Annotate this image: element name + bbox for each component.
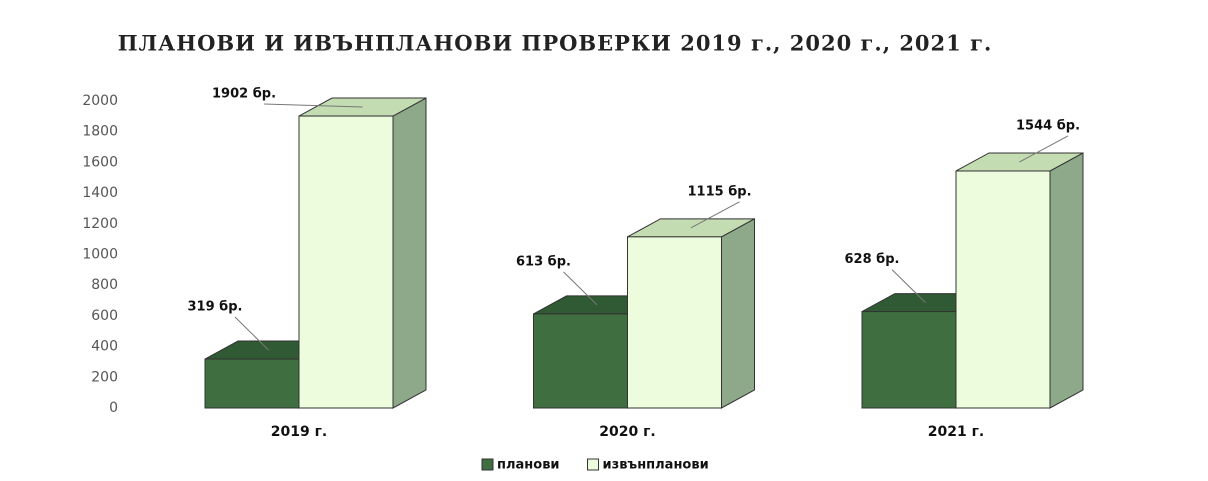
bar <box>204 358 300 409</box>
y-tick-label: 400 <box>91 339 118 355</box>
y-tick-label: 1000 <box>82 247 118 263</box>
bar <box>533 313 628 409</box>
chart-title: ПЛАНОВИ И ИВЪНПЛАНОВИ ПРОВЕРКИ 2019 г., … <box>118 31 993 56</box>
x-tick-label: 2021 г. <box>928 424 984 440</box>
value-label: 319 бр. <box>188 300 243 315</box>
leader-line <box>1019 135 1069 163</box>
value-label: 1544 бр. <box>1016 118 1080 133</box>
y-tick-label: 1600 <box>82 154 118 170</box>
x-tick-label: 2019 г. <box>271 424 327 440</box>
leader-line <box>891 269 926 303</box>
leader-line <box>234 316 269 351</box>
bar-side <box>392 97 427 409</box>
bar-side <box>721 218 755 409</box>
y-tick-label: 2000 <box>82 93 118 109</box>
y-tick-label: 1200 <box>82 216 118 232</box>
legend-swatch <box>481 458 494 471</box>
bar <box>861 311 957 409</box>
y-tick-label: 0 <box>109 400 118 416</box>
legend-label: извънпланови <box>603 458 709 473</box>
bar <box>627 236 722 409</box>
x-tick-label: 2020 г. <box>599 424 655 440</box>
leader-line <box>690 201 740 229</box>
bar <box>955 170 1051 409</box>
y-tick-label: 600 <box>91 308 118 324</box>
leader-line <box>563 271 598 306</box>
leader-line <box>263 103 363 108</box>
value-label: 628 бр. <box>845 252 900 267</box>
bar <box>298 115 394 409</box>
value-label: 613 бр. <box>516 254 571 269</box>
y-tick-label: 800 <box>91 277 118 293</box>
legend-label: планови <box>497 458 560 473</box>
y-tick-label: 1800 <box>82 124 118 140</box>
bar-side <box>1049 152 1084 409</box>
y-tick-label: 200 <box>91 369 118 385</box>
value-label: 1902 бр. <box>212 87 276 102</box>
value-label: 1115 бр. <box>687 184 751 199</box>
legend-swatch <box>587 458 600 471</box>
y-tick-label: 1400 <box>82 185 118 201</box>
